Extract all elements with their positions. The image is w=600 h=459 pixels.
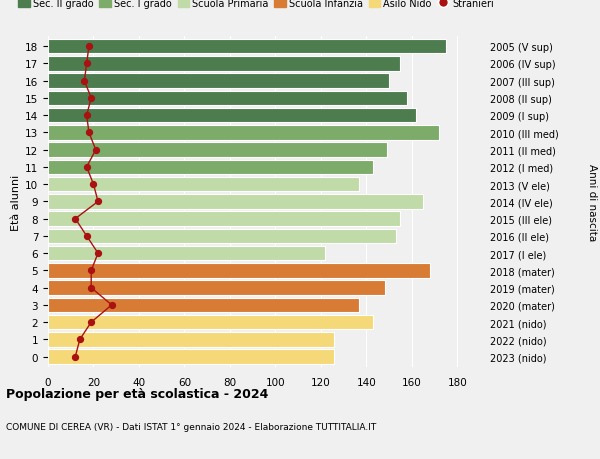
Bar bbox=[48, 246, 325, 261]
Text: Anni di nascita: Anni di nascita bbox=[587, 163, 597, 241]
Bar bbox=[48, 350, 334, 364]
Point bbox=[91, 147, 101, 154]
Point bbox=[82, 164, 91, 171]
Bar bbox=[48, 332, 334, 347]
Point bbox=[80, 78, 89, 85]
Point bbox=[86, 319, 96, 326]
Point bbox=[70, 353, 80, 361]
Bar bbox=[48, 143, 387, 157]
Y-axis label: Età alunni: Età alunni bbox=[11, 174, 21, 230]
Text: Popolazione per età scolastica - 2024: Popolazione per età scolastica - 2024 bbox=[6, 387, 268, 400]
Point bbox=[86, 95, 96, 102]
Bar bbox=[48, 126, 439, 140]
Point bbox=[84, 129, 94, 137]
Point bbox=[89, 181, 98, 188]
Bar bbox=[48, 74, 389, 89]
Point bbox=[82, 112, 91, 120]
Bar bbox=[48, 229, 396, 244]
Point bbox=[84, 44, 94, 51]
Bar bbox=[48, 109, 416, 123]
Point bbox=[82, 61, 91, 68]
Point bbox=[70, 215, 80, 223]
Point bbox=[86, 284, 96, 292]
Bar bbox=[48, 298, 359, 313]
Point bbox=[107, 302, 116, 309]
Bar bbox=[48, 40, 446, 54]
Bar bbox=[48, 91, 407, 106]
Bar bbox=[48, 315, 373, 330]
Bar bbox=[48, 160, 373, 175]
Point bbox=[75, 336, 85, 343]
Point bbox=[93, 198, 103, 206]
Bar bbox=[48, 281, 385, 295]
Point bbox=[82, 233, 91, 240]
Legend: Sec. II grado, Sec. I grado, Scuola Primaria, Scuola Infanzia, Asilo Nido, Stran: Sec. II grado, Sec. I grado, Scuola Prim… bbox=[19, 0, 494, 9]
Point bbox=[93, 250, 103, 257]
Bar bbox=[48, 212, 400, 226]
Bar bbox=[48, 263, 430, 278]
Text: COMUNE DI CEREA (VR) - Dati ISTAT 1° gennaio 2024 - Elaborazione TUTTITALIA.IT: COMUNE DI CEREA (VR) - Dati ISTAT 1° gen… bbox=[6, 422, 376, 431]
Bar bbox=[48, 178, 359, 192]
Bar bbox=[48, 195, 423, 209]
Point bbox=[86, 267, 96, 274]
Bar bbox=[48, 57, 400, 72]
